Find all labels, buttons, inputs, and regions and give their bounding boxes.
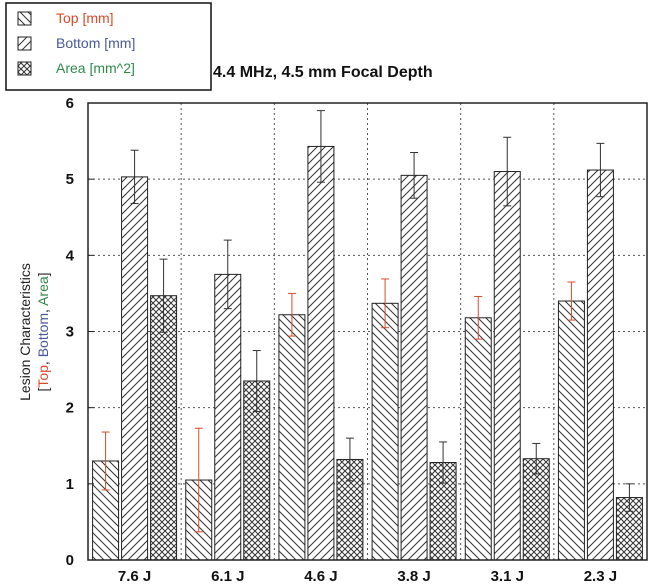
y-tick-label: 5 [66, 171, 74, 188]
y-tick-labels: 0 1 2 3 4 5 6 [66, 95, 94, 569]
bar-bottom [121, 176, 149, 561]
legend-label-top: Top [mm] [56, 10, 114, 26]
y-axis-label-area: Area [35, 276, 51, 306]
y-tick-label: 3 [66, 324, 74, 341]
y-tick-label: 6 [66, 95, 74, 112]
y-axis-label-bottom: Bottom [35, 313, 51, 357]
y-tick-label: 0 [66, 552, 74, 569]
error-bars [101, 110, 634, 533]
legend: Top [mm] Bottom [mm] Area [mm^2] [5, 2, 212, 91]
legend-box [5, 2, 212, 91]
legend-label-area: Area [mm^2] [56, 60, 135, 76]
y-tick-label: 4 [66, 247, 75, 264]
bar-bottom [307, 145, 335, 561]
y-axis-label-open: [ [35, 388, 51, 392]
legend-swatch-top [17, 11, 32, 26]
bar-top [371, 302, 399, 561]
y-axis-label: Lesion Characteristics [17, 263, 33, 401]
bar-area [150, 295, 178, 561]
grid-lines [88, 103, 647, 560]
y-axis-label-sep1: , [35, 357, 51, 365]
bars [92, 145, 643, 561]
x-tick-label: 3.8 J [397, 568, 430, 585]
x-tick-label: 6.1 J [211, 568, 244, 585]
chart-title: 4.4 MHz, 4.5 mm Focal Depth [213, 64, 433, 81]
bar-bottom [493, 171, 521, 561]
bar-top [464, 317, 492, 561]
y-axis-label-close: ] [35, 272, 51, 276]
bar-area [522, 458, 550, 561]
legend-label-bottom: Bottom [mm] [56, 35, 135, 51]
y-axis-label-series: [Top, Bottom, Area] [35, 272, 51, 391]
bar-bottom [400, 174, 428, 561]
x-tick-label: 3.1 J [491, 568, 524, 585]
y-tick-label: 2 [66, 400, 74, 417]
bar-bottom [586, 169, 614, 561]
x-tick-label: 2.3 J [584, 568, 617, 585]
x-tick-label: 7.6 J [118, 568, 151, 585]
bar-bottom [214, 273, 242, 561]
legend-swatch-bottom [17, 36, 32, 51]
y-axis-label-sep2: , [35, 306, 51, 313]
y-axis-label-top: Top [35, 365, 51, 388]
bar-top [278, 314, 306, 561]
legend-swatch-area [17, 61, 32, 76]
x-tick-labels: 7.6 J 6.1 J 4.6 J 3.8 J 3.1 J 2.3 J [118, 568, 617, 585]
x-tick-label: 4.6 J [304, 568, 337, 585]
bar-top [557, 300, 585, 561]
y-tick-label: 1 [66, 476, 74, 493]
